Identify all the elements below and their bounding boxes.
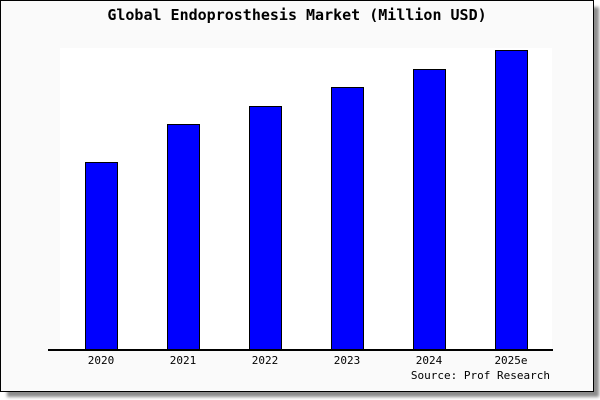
plot-area [60,48,552,350]
source-note: Source: Prof Research [410,369,550,382]
bar-2025e [495,50,528,350]
figure-panel: Global Endoprosthesis Market (Million US… [0,0,594,392]
x-tick-label-2021: 2021 [169,354,197,367]
bar-2023 [331,87,364,350]
x-tick-label-2024: 2024 [415,354,443,367]
x-tick-label-2020: 2020 [87,354,115,367]
x-axis-line [48,349,553,351]
x-tick-label-2022: 2022 [251,354,279,367]
x-tick-label-2025e: 2025e [494,354,528,367]
bar-2022 [249,106,282,350]
bar-2024 [413,69,446,350]
chart-title: Global Endoprosthesis Market (Million US… [107,6,487,24]
bar-2021 [167,124,200,350]
bar-2020 [85,162,118,350]
x-tick-label-2023: 2023 [333,354,361,367]
